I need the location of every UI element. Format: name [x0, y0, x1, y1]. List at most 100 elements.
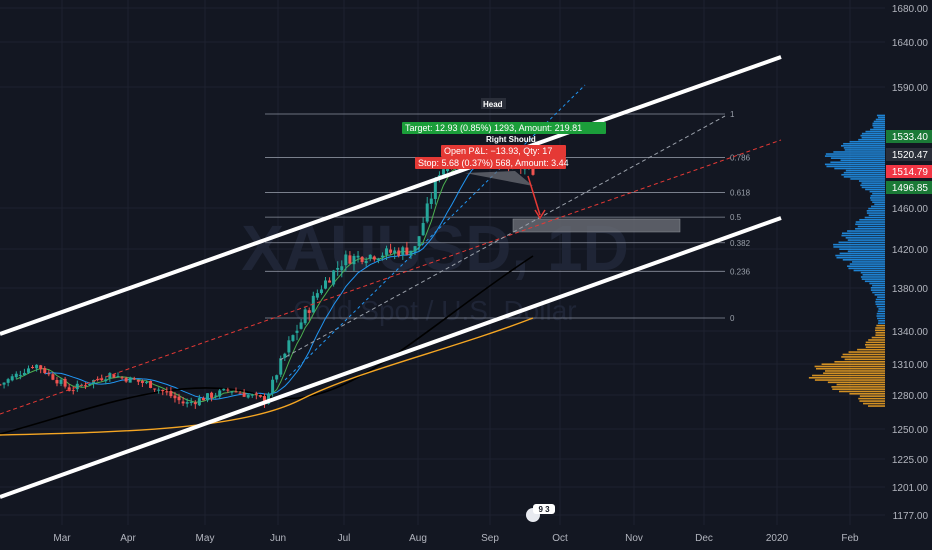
- trend-dashed-line: [284, 84, 586, 381]
- candle-body: [267, 393, 271, 404]
- volume-profile-bar: [830, 161, 885, 164]
- candle-body: [218, 390, 222, 397]
- volume-profile-bar: [866, 212, 885, 214]
- volume-profile-bar: [833, 243, 885, 246]
- volume-profile-bar: [853, 269, 885, 272]
- candle-body: [201, 397, 205, 401]
- volume-profile-bar: [860, 184, 885, 187]
- candle-body: [246, 394, 250, 398]
- candle-body: [75, 383, 79, 390]
- candle-body: [6, 379, 10, 383]
- volume-profile-bar: [844, 149, 885, 151]
- candle-body: [10, 376, 14, 381]
- volume-profile-bar: [869, 190, 885, 193]
- candle-body: [149, 380, 153, 388]
- price-tick-label: 1225.00: [892, 455, 929, 466]
- volume-profile-bar: [872, 192, 885, 195]
- volume-profile-bar: [833, 246, 885, 248]
- volume-profile-bar: [843, 142, 885, 145]
- fib-level-label: 1: [730, 110, 735, 119]
- parallel-dashed-line: [279, 115, 726, 361]
- volume-profile-bar: [876, 114, 885, 117]
- volume-profile-bar: [858, 138, 885, 141]
- candle-body: [380, 255, 384, 258]
- volume-profile-bar: [875, 301, 885, 303]
- volume-profile-bar: [831, 386, 885, 388]
- volume-profile-bar: [865, 341, 885, 344]
- volume-profile-bar: [823, 372, 885, 375]
- volume-profile-bar: [836, 383, 885, 386]
- volume-profile-bar: [847, 239, 885, 241]
- volume-profile-bar: [838, 241, 885, 244]
- volume-profile-bar: [826, 165, 885, 168]
- price-tick-label: 1177.00: [893, 511, 929, 522]
- time-axis[interactable]: Mar Apr May Jun Jul Aug Sep Oct Nov Dec 2020 Feb 9 3: [0, 504, 932, 550]
- volume-profile-bar: [871, 336, 885, 339]
- volume-profile-bar: [849, 392, 885, 395]
- volume-profile: [808, 114, 885, 407]
- volume-profile-bar: [842, 353, 885, 356]
- candle-body: [531, 163, 535, 175]
- volume-profile-bar: [839, 248, 885, 250]
- price-tick-label: 1280.00: [892, 391, 929, 402]
- candle-body: [0, 384, 2, 386]
- candle-body: [153, 388, 157, 390]
- volume-profile-bar: [860, 271, 885, 274]
- volume-profile-bar: [843, 171, 885, 174]
- candle-body: [441, 169, 445, 175]
- candle-body: [108, 373, 112, 379]
- price-tick-label: 1201.00: [892, 483, 929, 494]
- price-badge-label: 1533.40: [892, 132, 929, 143]
- volume-profile-bar: [841, 234, 885, 237]
- volume-profile-bar: [868, 405, 885, 407]
- candle-body: [140, 381, 144, 383]
- candle-body: [120, 377, 124, 379]
- volume-profile-bar: [874, 294, 885, 296]
- volume-profile-bar: [814, 379, 885, 381]
- candle-body: [250, 394, 254, 396]
- candle-body: [43, 368, 47, 374]
- candle-body: [214, 395, 218, 397]
- fib-level-label: 0.382: [730, 239, 751, 248]
- candle-body: [71, 390, 75, 392]
- price-tick-label: 1590.00: [892, 83, 929, 94]
- candle-body: [376, 258, 380, 261]
- volume-profile-bar: [877, 310, 885, 313]
- volume-profile-bar: [870, 195, 885, 197]
- candle-body: [299, 322, 303, 329]
- candle-body: [323, 280, 327, 289]
- candle-body: [230, 391, 234, 393]
- volume-profile-bar: [876, 315, 885, 317]
- candle-body: [88, 383, 92, 385]
- candle-body: [234, 391, 238, 393]
- volume-profile-bar: [839, 390, 885, 393]
- volume-profile-bar: [873, 126, 885, 129]
- head-label: Head: [483, 100, 503, 109]
- volume-profile-bar: [864, 216, 885, 219]
- candle-body: [165, 391, 169, 393]
- candle-body: [275, 375, 279, 380]
- month-tick-label: Apr: [120, 533, 136, 544]
- volume-profile-bar: [864, 280, 885, 283]
- candle-body: [336, 267, 340, 270]
- volume-profile-bar: [841, 173, 885, 176]
- head-label-box: [481, 98, 506, 109]
- volume-profile-bar: [847, 250, 885, 253]
- volume-profile-bar: [864, 343, 885, 346]
- price-badge-label: 1496.85: [892, 183, 929, 194]
- price-badge: [886, 181, 932, 194]
- price-axis[interactable]: 1177.00 1201.00 1225.00 1250.00 1280.00 1310.…: [885, 0, 932, 525]
- volume-profile-bar: [842, 259, 885, 261]
- volume-profile-bar: [834, 360, 885, 363]
- month-tick-label: Sep: [481, 533, 499, 544]
- candle-body: [429, 198, 433, 204]
- candle-body: [389, 249, 393, 253]
- volume-profile-bar: [859, 218, 885, 221]
- candle-body: [197, 398, 201, 406]
- candle-body: [14, 373, 18, 378]
- candle-body: [405, 247, 409, 255]
- volume-profile-bar: [825, 153, 885, 155]
- volume-profile-bar: [861, 278, 885, 280]
- time-axis-bg: [0, 525, 932, 550]
